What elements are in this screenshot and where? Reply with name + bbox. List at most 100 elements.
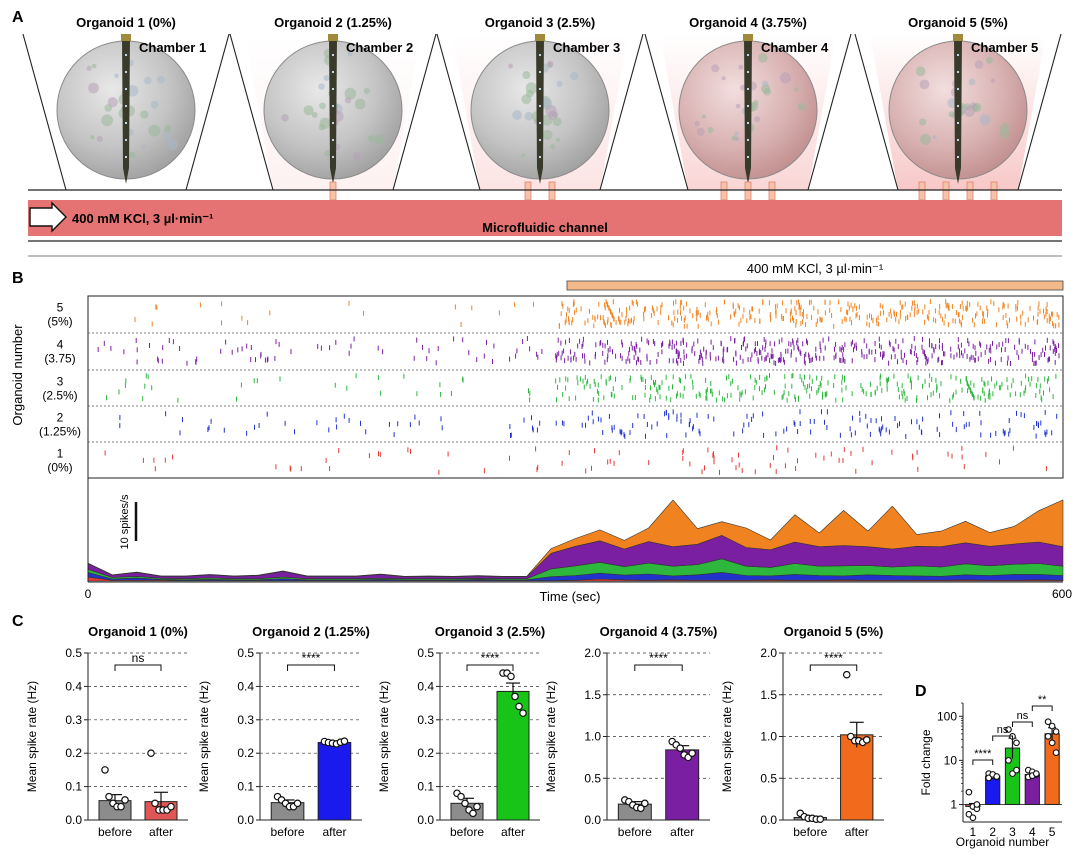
- y-tick-label: 0.2: [237, 746, 254, 760]
- cell-texture: [319, 102, 326, 110]
- y-tick-label: 0.3: [417, 713, 434, 727]
- y-tick-label: 1.5: [584, 688, 601, 702]
- electrode-dot: [331, 53, 335, 57]
- chamber-label: Chamber 1: [139, 40, 206, 55]
- significance-label: ns: [1017, 710, 1029, 722]
- cell-texture: [779, 72, 792, 84]
- data-point: [117, 802, 125, 811]
- data-point: [965, 788, 973, 796]
- y-axis-label: Mean spike rate (Hz): [197, 681, 211, 792]
- data-point: [293, 799, 302, 808]
- x-category-label: 4: [1029, 825, 1036, 839]
- data-point: [862, 736, 871, 744]
- y-tick-label: 2.0: [760, 646, 777, 660]
- raster-row-number: 3: [57, 375, 64, 389]
- cell-texture: [140, 110, 149, 119]
- significance-bracket: [809, 664, 858, 671]
- cell-texture: [114, 73, 119, 79]
- electrode-dot: [124, 104, 128, 108]
- significance-bracket: [992, 735, 1013, 741]
- y-tick-label: 0.5: [417, 646, 434, 660]
- x-category-label: after: [501, 825, 525, 839]
- y-tick-label: 0.0: [584, 813, 601, 827]
- x-category-label: 3: [1009, 825, 1016, 839]
- data-point: [461, 799, 469, 808]
- x-category-label: before: [98, 825, 132, 839]
- electrode-dot: [331, 121, 335, 125]
- microfluidic-pore: [744, 181, 752, 201]
- data-point: [973, 801, 981, 808]
- microfluidic-pore: [720, 181, 728, 201]
- microfluidic-pore: [768, 181, 776, 201]
- cell-texture: [711, 64, 720, 73]
- cell-texture: [323, 75, 330, 81]
- y-tick-label: 0.2: [417, 746, 434, 760]
- cell-texture: [970, 102, 976, 108]
- y-tick-label: 100: [937, 709, 957, 723]
- cell-texture: [86, 65, 92, 71]
- electrode-dot: [746, 121, 750, 125]
- bar-panel-2: 0.0 0.1 0.2 0.3 0.4 0.5 Mean spike rate (Hz) Or…: [197, 624, 370, 839]
- electrode-dot: [538, 87, 542, 91]
- cell-texture: [915, 66, 926, 77]
- raster-row-percent: (1.25%): [39, 425, 81, 439]
- data-point: [1013, 766, 1020, 774]
- electrode-dot: [956, 70, 960, 74]
- cell-texture: [96, 135, 103, 143]
- cell-texture: [919, 118, 927, 126]
- cell-texture: [101, 114, 113, 127]
- electrode-dot: [538, 138, 542, 142]
- data-point: [969, 814, 977, 822]
- probe-tip-cap: [953, 34, 963, 41]
- significance-bracket: [466, 664, 514, 671]
- cell-texture: [701, 114, 706, 119]
- x-category-label: before: [618, 825, 652, 839]
- cell-texture: [964, 105, 975, 117]
- electrode-dot: [956, 155, 960, 159]
- cell-texture: [556, 137, 560, 142]
- data-point: [147, 749, 155, 758]
- cell-texture: [522, 71, 531, 80]
- y-tick-label: 0.4: [417, 679, 434, 693]
- data-point: [507, 672, 515, 681]
- y-tick-label: 10: [944, 753, 958, 767]
- electrode-dot: [956, 104, 960, 108]
- data-point: [1005, 757, 1012, 764]
- x-category-label: 2: [989, 825, 996, 839]
- y-tick-label: 0.0: [65, 813, 82, 827]
- cell-texture: [164, 125, 172, 133]
- significance-label: ns: [997, 724, 1009, 736]
- raster-row-number: 4: [57, 338, 64, 352]
- bar-panel-title: Organoid 5 (5%): [784, 624, 884, 639]
- data-point: [993, 773, 1001, 780]
- y-tick-label: 0.2: [65, 746, 82, 760]
- microfluidic-pore: [990, 181, 998, 201]
- significance-label: ns: [132, 651, 145, 665]
- electrode-dot: [746, 87, 750, 91]
- bar-panel-title: Organoid 3 (2.5%): [435, 624, 546, 639]
- cell-texture: [721, 76, 726, 81]
- y-tick-label: 0.3: [237, 713, 254, 727]
- significance-label: ****: [302, 651, 321, 665]
- cell-texture: [694, 120, 700, 127]
- electrode-dot: [124, 87, 128, 91]
- bar-panel-5: 0.0 0.5 1.0 1.5 2.0 Mean spike rate (Hz) Organ…: [720, 624, 884, 839]
- significance-label: ****: [824, 651, 843, 665]
- electrode-dot: [538, 53, 542, 57]
- cell-texture: [148, 124, 161, 137]
- data-point: [1044, 718, 1052, 726]
- bar-panel-title: Organoid 1 (0%): [88, 624, 188, 639]
- y-axis-label: Mean spike rate (Hz): [377, 681, 391, 792]
- cell-texture: [512, 110, 522, 120]
- organoid-title: Organoid 5 (5%): [908, 15, 1008, 30]
- y-tick-label: 0.1: [417, 780, 434, 794]
- cell-texture: [353, 151, 361, 160]
- data-point: [340, 737, 349, 745]
- cell-texture: [367, 135, 376, 143]
- y-tick-label: 1.0: [584, 730, 601, 744]
- microfluidic-pore: [329, 181, 337, 201]
- cell-texture: [758, 53, 768, 63]
- probe: [122, 36, 130, 184]
- significance-label: **: [1038, 694, 1047, 706]
- significance-bracket: [634, 664, 683, 671]
